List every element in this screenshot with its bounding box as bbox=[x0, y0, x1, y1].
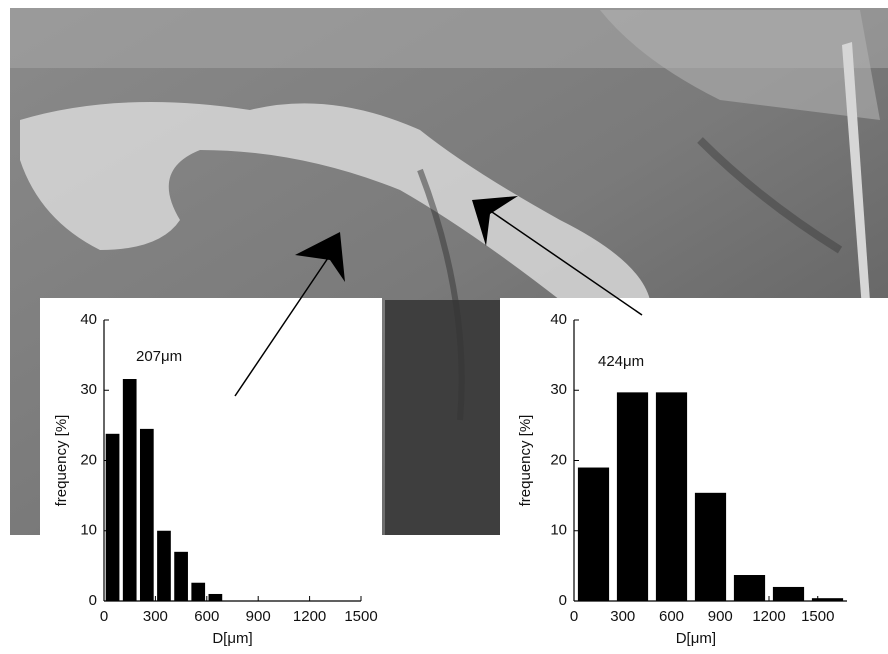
x-tick-label: 300 bbox=[143, 608, 168, 625]
y-tick-label: 40 bbox=[80, 311, 97, 328]
y-tick-label: 20 bbox=[80, 451, 97, 468]
y-tick-label: 0 bbox=[559, 592, 567, 609]
y-tick-label: 20 bbox=[550, 451, 567, 468]
y-tick-label: 10 bbox=[80, 522, 97, 539]
x-tick-label: 900 bbox=[246, 608, 271, 625]
x-tick-label: 1500 bbox=[344, 608, 377, 625]
bar bbox=[174, 552, 188, 601]
annotation: 207μm bbox=[136, 348, 182, 365]
bar bbox=[734, 575, 765, 601]
bar bbox=[157, 531, 171, 601]
bar bbox=[578, 468, 609, 601]
x-tick-label: 1200 bbox=[293, 608, 326, 625]
bar bbox=[773, 587, 804, 601]
y-tick-label: 0 bbox=[89, 592, 97, 609]
bar bbox=[140, 429, 154, 601]
x-tick-label: 300 bbox=[610, 608, 635, 625]
bar bbox=[617, 392, 648, 601]
y-axis-label: frequency [%] bbox=[517, 415, 534, 507]
x-tick-label: 900 bbox=[708, 608, 733, 625]
x-axis-label: D[μm] bbox=[212, 630, 252, 647]
bar bbox=[209, 594, 223, 601]
bar bbox=[123, 379, 137, 601]
x-tick-label: 0 bbox=[100, 608, 108, 625]
bar bbox=[812, 598, 843, 601]
y-tick-label: 10 bbox=[550, 522, 567, 539]
bar bbox=[656, 392, 687, 601]
y-tick-label: 30 bbox=[80, 381, 97, 398]
bar bbox=[695, 493, 726, 601]
y-tick-label: 40 bbox=[550, 311, 567, 328]
bar bbox=[106, 434, 120, 601]
x-tick-label: 0 bbox=[570, 608, 578, 625]
bar bbox=[191, 583, 205, 601]
y-tick-label: 30 bbox=[550, 381, 567, 398]
y-axis-label: frequency [%] bbox=[53, 415, 70, 507]
x-tick-label: 600 bbox=[194, 608, 219, 625]
x-tick-label: 1200 bbox=[752, 608, 785, 625]
x-tick-label: 1500 bbox=[801, 608, 834, 625]
annotation: 424μm bbox=[598, 353, 644, 370]
x-tick-label: 600 bbox=[659, 608, 684, 625]
x-axis-label: D[μm] bbox=[676, 630, 716, 647]
figure: 010203040030060090012001500207μmD[μm]fre… bbox=[0, 0, 888, 654]
